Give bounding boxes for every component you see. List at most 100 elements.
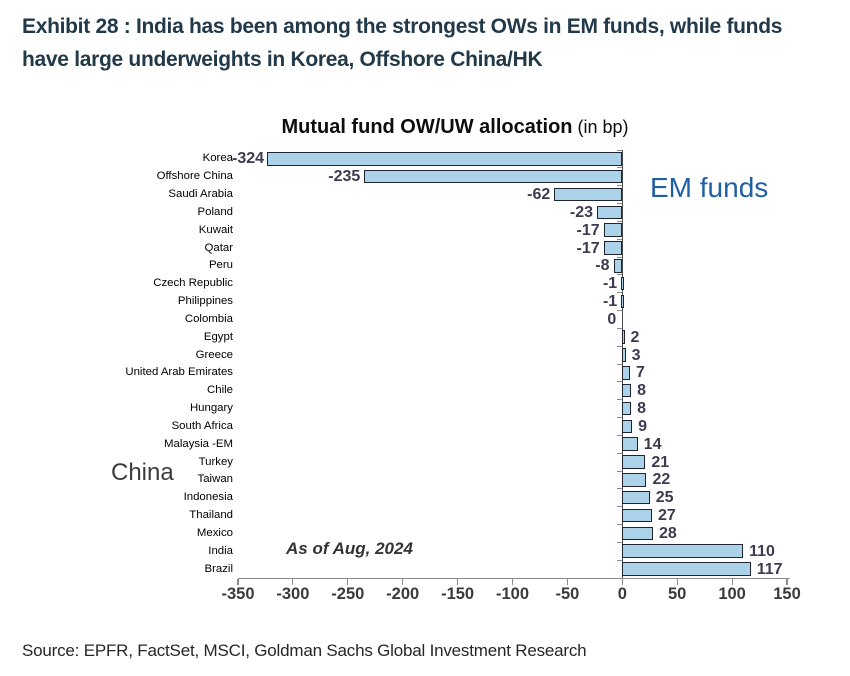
value-label-egypt: 2 <box>630 328 640 346</box>
value-label-malaysia-em: 14 <box>643 435 662 453</box>
zero-axis-row-tick <box>617 345 622 347</box>
zero-axis-row-tick <box>617 559 622 561</box>
bar-taiwan <box>622 473 647 487</box>
category-label-mexico: Mexico <box>196 526 233 539</box>
bar-philippines <box>621 294 625 309</box>
category-label-thailand: Thailand <box>189 509 233 522</box>
value-label-south-africa: 9 <box>638 417 648 435</box>
bar-brazil <box>622 562 751 576</box>
value-label-offshore-china: -235 <box>328 168 361 186</box>
bar-poland <box>597 205 623 220</box>
value-label-peru: -8 <box>595 257 610 275</box>
value-label-indonesia: 25 <box>655 489 674 507</box>
zero-axis-row-tick <box>617 149 622 151</box>
value-label-greece: 3 <box>631 346 641 364</box>
zero-axis-row-tick <box>617 310 622 311</box>
category-label-taiwan: Taiwan <box>197 473 233 486</box>
value-label-thailand: 27 <box>657 507 676 525</box>
zero-axis-row-tick <box>617 541 622 543</box>
x-axis-tick-label: 50 <box>668 585 687 603</box>
bar-korea <box>266 152 623 166</box>
bar-qatar <box>603 241 623 255</box>
value-label-czech-republic: -1 <box>602 275 618 293</box>
zero-axis-row-tick <box>617 327 622 329</box>
x-axis-tick <box>457 579 459 585</box>
zero-axis-row-tick <box>617 203 622 204</box>
category-label-india: India <box>208 544 233 557</box>
x-axis-tick-label: -200 <box>386 585 420 603</box>
zero-axis-row-tick <box>617 577 622 579</box>
category-label-brazil: Brazil <box>204 562 233 575</box>
category-label-chile: Chile <box>207 384 233 397</box>
x-axis-tick-label: -50 <box>555 585 580 603</box>
bar-malaysia-em <box>622 437 638 451</box>
bar-greece <box>622 348 626 362</box>
source-note: Source: EPFR, FactSet, MSCI, Goldman Sac… <box>22 641 587 660</box>
value-label-kuwait: -17 <box>576 221 600 239</box>
zero-axis-row-tick <box>617 185 622 187</box>
zero-axis-row-tick <box>617 470 622 472</box>
x-axis-tick <box>786 579 788 585</box>
chart-title-text: Mutual fund OW/UW allocation <box>281 116 573 138</box>
bar-turkey <box>622 455 646 469</box>
zero-axis-row-tick <box>617 417 622 418</box>
x-axis-tick-label: -300 <box>276 585 310 603</box>
category-label-peru: Peru <box>208 259 233 272</box>
zero-axis-row-tick <box>617 220 622 222</box>
x-axis-tick <box>292 579 294 585</box>
x-axis-tick <box>511 579 514 585</box>
bar-peru <box>613 259 623 273</box>
x-axis-tick-label: 150 <box>773 585 801 603</box>
zero-axis-line <box>621 150 624 578</box>
x-axis-tick <box>402 579 404 585</box>
bar-chile <box>622 383 632 398</box>
x-axis-tick-label: -250 <box>331 585 365 603</box>
value-label-qatar: -17 <box>576 239 600 257</box>
x-axis-tick <box>566 579 568 585</box>
x-axis-tick-label: 0 <box>617 585 627 603</box>
category-label-philippines: Philippines <box>177 295 233 308</box>
zero-axis-row-tick <box>617 524 622 525</box>
bar-czech-republic <box>621 276 625 291</box>
category-label-korea: Korea <box>202 152 233 165</box>
zero-axis-row-tick <box>617 167 622 169</box>
chart-title: Mutual fund OW/UW allocation (in bp) <box>281 116 628 139</box>
bar-indonesia <box>622 490 650 505</box>
category-label-hungary: Hungary <box>189 402 233 415</box>
zero-axis-row-tick <box>617 292 622 294</box>
category-label-qatar: Qatar <box>204 241 234 254</box>
category-label-czech-republic: Czech Republic <box>153 277 233 290</box>
zero-axis-row-tick <box>617 434 622 436</box>
value-label-mexico: 28 <box>659 524 677 542</box>
category-label-saudi-arabia: Saudi Arabia <box>168 188 233 201</box>
category-label-united-arab-emirates: United Arab Emirates <box>125 366 233 379</box>
x-axis-tick <box>621 579 623 585</box>
exhibit-title-line1: Exhibit 28 : India has been among the st… <box>22 15 783 38</box>
value-label-poland: -23 <box>569 203 594 221</box>
x-axis-tick-label: -100 <box>495 585 530 603</box>
value-label-philippines: -1 <box>602 293 618 311</box>
zero-axis-row-tick <box>617 274 622 276</box>
chart-title-unit: (in bp) <box>572 117 629 137</box>
value-label-brazil: 117 <box>756 560 783 578</box>
bar-hungary <box>622 401 632 416</box>
category-label-turkey: Turkey <box>198 455 233 468</box>
x-axis-tick <box>237 579 239 585</box>
value-label-turkey: 21 <box>651 453 670 471</box>
value-label-taiwan: 22 <box>652 471 671 489</box>
zero-axis-row-tick <box>617 506 622 508</box>
zero-axis-row-tick <box>617 363 622 365</box>
category-label-malaysia-em: Malaysia -EM <box>164 437 233 450</box>
x-axis-tick-label: -150 <box>441 585 475 603</box>
x-axis-tick <box>676 579 678 585</box>
em-funds-annotation: EM funds <box>650 172 769 203</box>
zero-axis-row-tick <box>617 238 622 240</box>
value-label-korea: -324 <box>232 150 265 168</box>
bar-india <box>622 544 744 558</box>
zero-axis-row-tick <box>617 256 622 258</box>
category-label-indonesia: Indonesia <box>183 491 233 504</box>
category-label-greece: Greece <box>195 348 233 361</box>
bar-united-arab-emirates <box>622 366 630 380</box>
x-axis-tick-label: 100 <box>718 585 746 603</box>
